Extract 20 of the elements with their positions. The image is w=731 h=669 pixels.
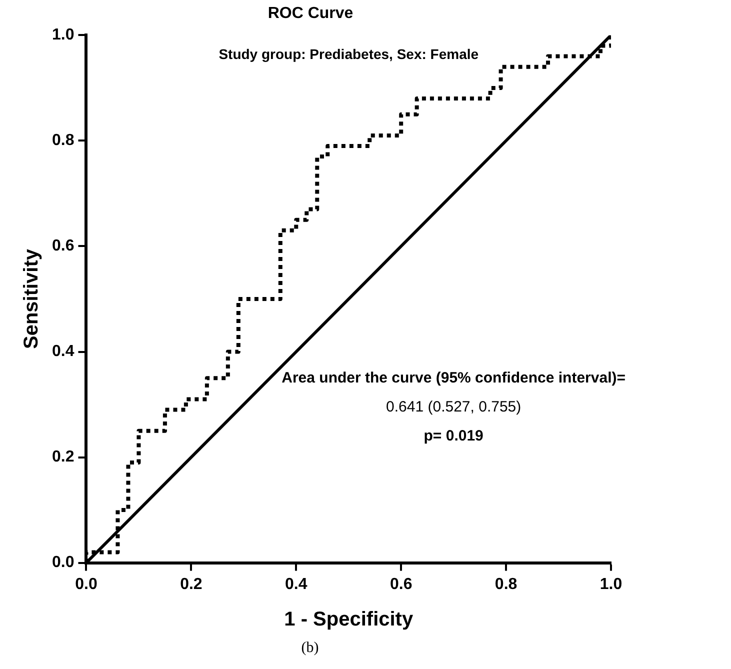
y-tick-label: 0.4 — [52, 343, 74, 360]
x-tick-label: 0.6 — [390, 576, 412, 593]
y-tick-label: 1.0 — [52, 26, 74, 44]
y-axis-title: Sensitivity — [20, 248, 43, 350]
y-tick-label: 0.2 — [52, 448, 74, 466]
y-tick-label: 0.0 — [52, 554, 74, 572]
y-tick-label: 0.6 — [52, 238, 74, 255]
x-tick-label: 1.0 — [600, 576, 622, 593]
x-axis-title: 1 - Specificity — [284, 608, 414, 631]
annotation: Area under the curve (95% confidence interval)= — [282, 369, 626, 386]
y-tick-label: 0.8 — [52, 132, 74, 150]
text: Study group: Prediabetes, Sex: Female — [218, 46, 479, 62]
x-tick-label: 0.8 — [494, 576, 518, 593]
x-tick-label: 0.2 — [180, 576, 202, 593]
x-tick-label: 0.4 — [285, 576, 308, 593]
x-tick-label: 0.0 — [75, 576, 98, 593]
chart-title: ROC Curve — [268, 5, 354, 22]
annotation: 0.641 (0.527, 0.755) — [386, 398, 522, 416]
text: (b) — [300, 640, 320, 657]
annotation: p= 0.019 — [424, 427, 484, 444]
